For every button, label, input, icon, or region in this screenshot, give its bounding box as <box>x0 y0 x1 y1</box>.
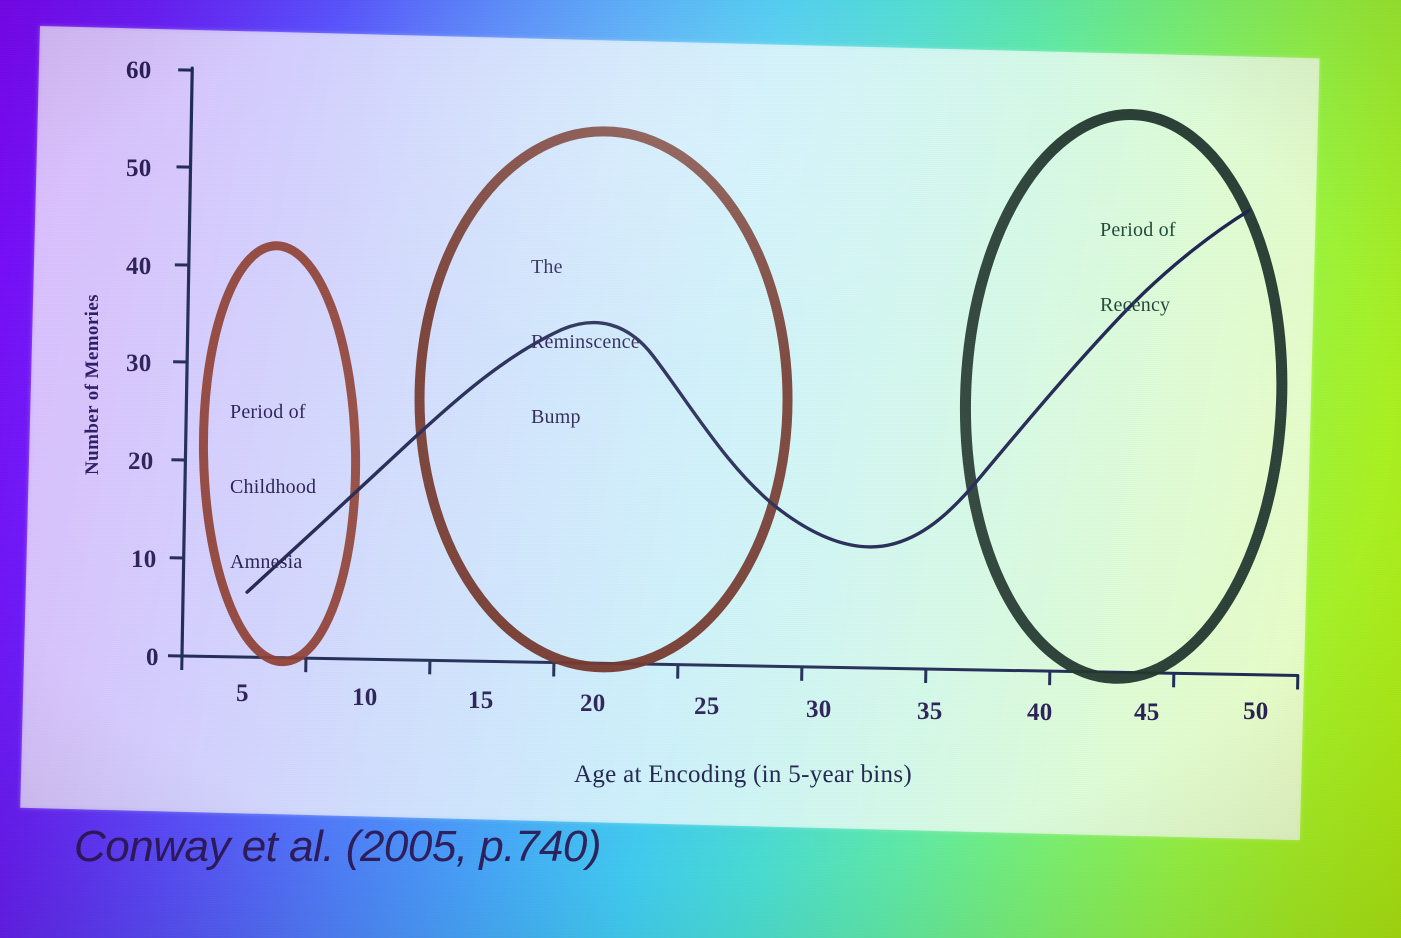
y-axis-title: Number of Memories <box>82 294 103 475</box>
x-tick-50: 50 <box>1243 698 1269 725</box>
recency-ellipse <box>959 109 1288 684</box>
y-tick-20: 20 <box>128 448 154 475</box>
annotation-childhood-amnesia-line-2: Childhood <box>230 476 317 498</box>
x-tick-35: 35 <box>917 698 943 725</box>
childhood-amnesia-ellipse <box>198 241 361 667</box>
annotation-reminiscence-bump-line-3: Bump <box>531 406 581 428</box>
y-tick-0: 0 <box>146 644 159 671</box>
annotation-childhood-amnesia-line-3: Amnesia <box>230 551 303 573</box>
reminiscence-bump-ellipse <box>414 126 793 673</box>
lifespan-retrieval-curve <box>245 208 1251 594</box>
annotation-reminiscence-bump-line-2: Reminscence <box>531 331 640 353</box>
x-tick-5: 5 <box>236 680 249 707</box>
annotation-period-of-recency-line-2: Recency <box>1100 294 1171 316</box>
annotation-reminiscence-bump: The Reminscence Bump <box>531 205 640 480</box>
annotation-period-of-recency-line-1: Period of <box>1100 219 1176 241</box>
x-tick-20: 20 <box>580 690 606 717</box>
annotation-childhood-amnesia: Period of Childhood Amnesia <box>230 350 316 625</box>
chart-axes <box>167 66 1300 690</box>
x-tick-10: 10 <box>352 684 378 711</box>
x-tick-15: 15 <box>468 687 494 714</box>
x-axis-title: Age at Encoding (in 5-year bins) <box>574 761 912 788</box>
x-tick-45: 45 <box>1134 699 1160 726</box>
y-tick-50: 50 <box>126 155 152 182</box>
y-tick-60: 60 <box>126 57 152 84</box>
annotation-reminiscence-bump-line-1: The <box>531 256 563 278</box>
citation-text: Conway et al. (2005, p.740) <box>74 822 602 871</box>
annotation-childhood-amnesia-line-1: Period of <box>230 401 306 423</box>
x-tick-25: 25 <box>694 693 720 720</box>
y-tick-40: 40 <box>126 253 152 280</box>
x-tick-30: 30 <box>806 696 832 723</box>
annotation-period-of-recency: Period of Recency <box>1100 168 1176 368</box>
y-tick-10: 10 <box>131 546 157 573</box>
y-tick-30: 30 <box>126 350 152 377</box>
x-tick-40: 40 <box>1027 699 1053 726</box>
